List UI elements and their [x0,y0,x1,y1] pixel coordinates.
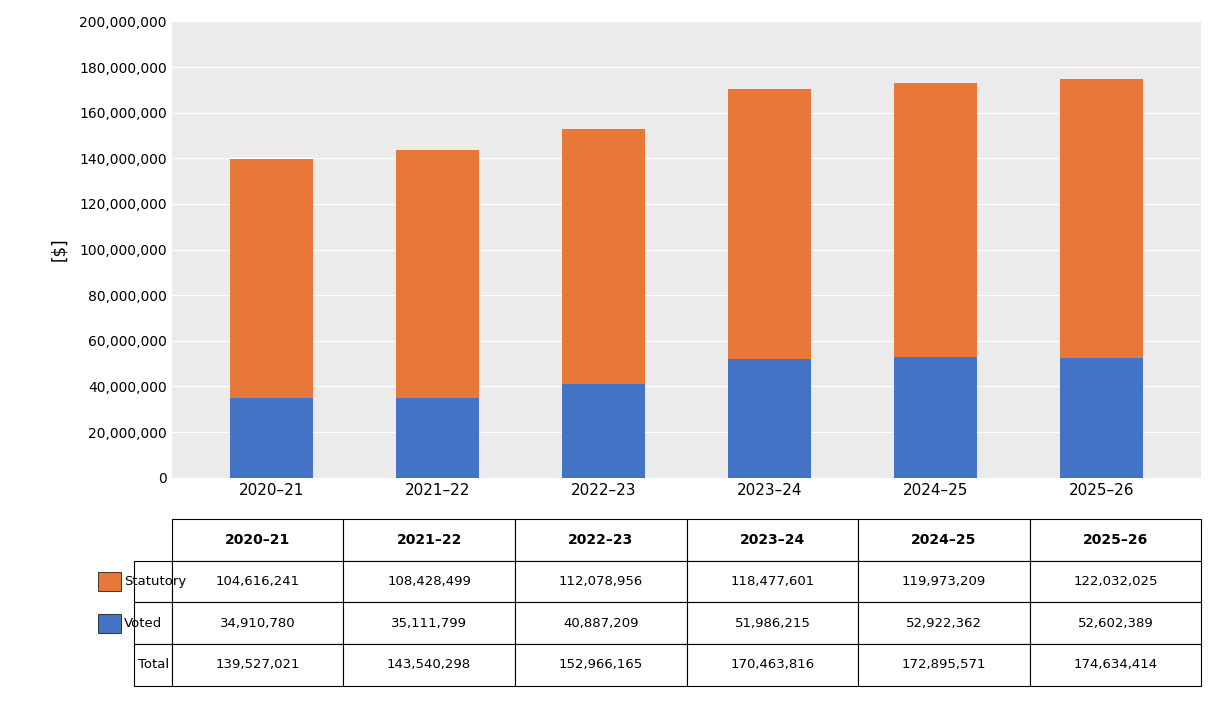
Bar [396,398,479,478]
Bar [229,160,313,398]
Bar [894,83,977,357]
Text: Statutory: Statutory [124,575,186,588]
Bar [562,129,645,384]
Bar [1060,358,1144,478]
Bar [1060,79,1144,358]
Bar [562,384,645,478]
Bar [728,359,812,478]
Bar [894,357,977,478]
Bar [396,150,479,398]
Bar [728,89,812,359]
Text: Voted: Voted [124,617,162,630]
Y-axis label: [$]: [$] [50,237,67,262]
Bar [229,398,313,478]
